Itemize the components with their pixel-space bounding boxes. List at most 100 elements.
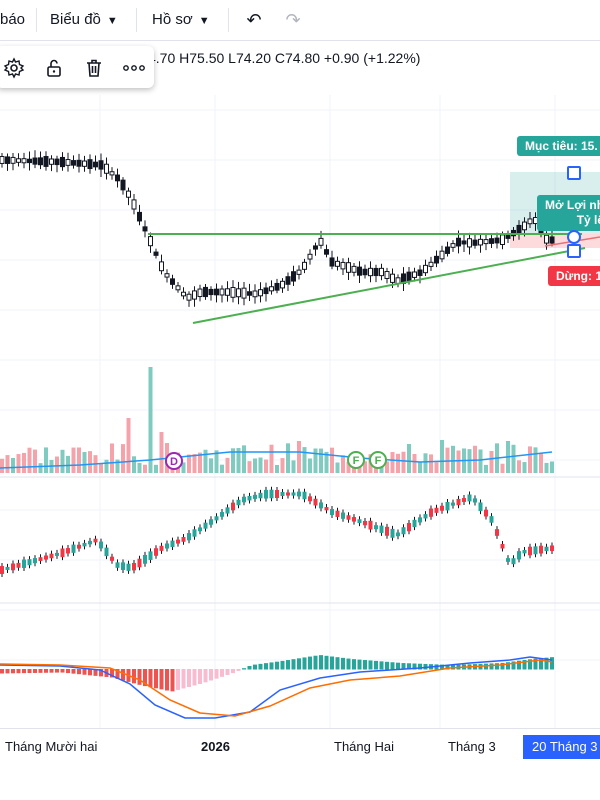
open-profit-label[interactable]: Mở Lợi nh Tỷ lệ bbox=[537, 195, 600, 231]
chart-menu-button[interactable]: Biểu đồ ▼ bbox=[50, 0, 118, 40]
price-candle bbox=[159, 261, 164, 272]
volume-bar bbox=[148, 367, 153, 473]
chevron-down-icon: ▼ bbox=[106, 15, 118, 27]
ohlc-values: 4.70 H75.50 L74.20 C74.80 +0.90 (+1.22%) bbox=[148, 50, 421, 66]
gear-icon[interactable] bbox=[3, 57, 25, 79]
macd-histogram-bar bbox=[93, 669, 98, 676]
time-axis-label: Tháng Hai bbox=[334, 739, 394, 754]
toolbar-divider bbox=[136, 8, 137, 32]
indicator-candle bbox=[346, 515, 351, 520]
macd-histogram-bar bbox=[550, 657, 554, 670]
trash-icon[interactable] bbox=[83, 57, 105, 79]
indicator-candle bbox=[198, 527, 202, 532]
indicator-candle bbox=[478, 502, 483, 512]
more-icon[interactable] bbox=[121, 57, 147, 79]
price-candle bbox=[87, 159, 93, 170]
macd-histogram-bar bbox=[121, 669, 125, 681]
macd-histogram-bar bbox=[368, 660, 373, 670]
indicator-candle bbox=[126, 563, 131, 571]
macd-histogram-bar bbox=[0, 669, 4, 674]
volume-bar bbox=[115, 459, 120, 473]
indicator-candle bbox=[203, 522, 208, 529]
volume-bar bbox=[198, 452, 202, 473]
price-candle bbox=[461, 240, 467, 245]
price-candle bbox=[313, 245, 318, 250]
indicator-candle bbox=[445, 501, 450, 511]
macd-histogram-bar bbox=[352, 659, 356, 670]
macd-histogram-bar bbox=[275, 661, 279, 670]
macd-histogram-bar bbox=[225, 669, 230, 675]
volume-bar bbox=[418, 461, 422, 473]
stop-label[interactable]: Dừng: 1 bbox=[548, 266, 600, 286]
macd-histogram-bar bbox=[11, 669, 15, 674]
indicator-candle bbox=[302, 491, 307, 500]
indicator-candle bbox=[66, 548, 70, 554]
indicator-candle bbox=[313, 498, 318, 506]
indicator-candle bbox=[407, 522, 411, 532]
indicator-candle bbox=[236, 499, 241, 506]
price-candle bbox=[390, 273, 395, 283]
price-candle bbox=[71, 160, 76, 166]
indicator-candle bbox=[247, 495, 252, 501]
time-axis[interactable]: Tháng Mười hai 2026 Tháng Hai Tháng 3 20… bbox=[0, 728, 600, 765]
indicator-candle bbox=[0, 566, 4, 574]
indicator-candle bbox=[396, 532, 400, 537]
financial-event-marker[interactable]: F bbox=[369, 451, 387, 469]
volume-bar bbox=[346, 461, 351, 473]
volume-bar bbox=[313, 448, 318, 473]
price-candle bbox=[368, 267, 373, 277]
price-chart[interactable] bbox=[0, 40, 600, 728]
financial-event-marker[interactable]: F bbox=[347, 451, 365, 469]
dividend-event-marker[interactable]: D bbox=[165, 452, 183, 470]
price-candle bbox=[494, 237, 500, 244]
undo-icon[interactable]: ↶ bbox=[246, 10, 262, 30]
entry-handle[interactable] bbox=[567, 230, 581, 244]
macd-histogram-bar bbox=[511, 661, 516, 670]
indicator-candle bbox=[286, 492, 290, 496]
indicator-candle bbox=[159, 545, 164, 551]
top-toolbar: báo Biểu đồ ▼ Hồ sơ ▼ ↶ ↷ bbox=[0, 0, 600, 41]
indicator-candle bbox=[451, 502, 455, 506]
indicator-candle bbox=[33, 558, 37, 564]
price-candle bbox=[522, 221, 527, 231]
macd-histogram-bar bbox=[313, 655, 318, 670]
price-candle bbox=[456, 237, 461, 247]
macd-histogram-bar bbox=[506, 662, 510, 670]
macd-histogram-bar bbox=[286, 660, 290, 670]
volume-bar bbox=[280, 458, 285, 473]
toolbar-divider bbox=[228, 8, 229, 32]
stop-handle[interactable] bbox=[567, 244, 581, 258]
indicator-candle bbox=[357, 519, 362, 524]
price-candle bbox=[131, 199, 137, 210]
macd-histogram-bar bbox=[379, 661, 384, 670]
volume-bar bbox=[390, 452, 395, 473]
indicator-candle bbox=[154, 548, 158, 556]
lock-icon[interactable] bbox=[43, 57, 65, 79]
volume-bar bbox=[242, 445, 246, 473]
price-candle bbox=[527, 218, 533, 225]
macd-histogram-bar bbox=[231, 669, 235, 674]
price-candle bbox=[104, 163, 109, 174]
macd-histogram-bar bbox=[132, 669, 136, 684]
indicator-candle bbox=[170, 540, 175, 548]
indicator-candle bbox=[352, 517, 356, 522]
price-candle bbox=[49, 158, 54, 165]
indicator-candle bbox=[511, 558, 516, 565]
profile-menu-label: Hồ sơ bbox=[152, 11, 193, 28]
macd-histogram-bar bbox=[16, 669, 21, 674]
macd-histogram-bar bbox=[176, 669, 180, 690]
target-label[interactable]: Mục tiêu: 15. bbox=[517, 136, 600, 156]
indicator-candle bbox=[88, 540, 92, 545]
toolbar-alert-label[interactable]: báo bbox=[0, 11, 26, 28]
price-candle bbox=[335, 260, 340, 267]
volume-bar bbox=[55, 456, 59, 473]
macd-line bbox=[0, 656, 553, 719]
redo-icon[interactable]: ↷ bbox=[285, 10, 301, 30]
price-candle bbox=[197, 288, 203, 298]
target-handle[interactable] bbox=[567, 166, 581, 180]
profile-menu-button[interactable]: Hồ sơ ▼ bbox=[152, 0, 210, 40]
volume-bar bbox=[500, 463, 505, 473]
macd-histogram-bar bbox=[181, 669, 186, 689]
macd-histogram-bar bbox=[203, 669, 208, 683]
indicator-candle bbox=[71, 544, 76, 553]
